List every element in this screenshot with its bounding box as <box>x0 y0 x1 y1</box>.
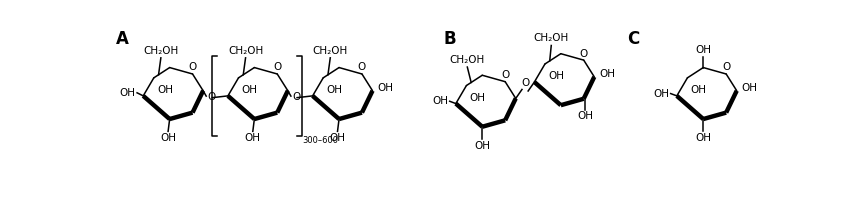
Text: O: O <box>521 78 529 88</box>
Text: OH: OH <box>330 133 345 143</box>
Text: OH: OH <box>696 45 711 55</box>
Text: OH: OH <box>119 88 135 98</box>
Text: OH: OH <box>157 85 173 95</box>
Text: CH₂OH: CH₂OH <box>228 46 263 56</box>
Text: O: O <box>580 49 588 59</box>
Text: OH: OH <box>690 85 707 95</box>
Text: A: A <box>117 30 129 48</box>
Text: O: O <box>293 92 300 102</box>
Text: O: O <box>501 70 509 80</box>
Text: O: O <box>188 62 197 72</box>
Text: OH: OH <box>741 83 758 93</box>
Text: O: O <box>273 62 281 72</box>
Text: OH: OH <box>432 96 448 106</box>
Text: OH: OH <box>377 83 394 93</box>
Text: CH₂OH: CH₂OH <box>143 46 179 56</box>
Text: OH: OH <box>326 85 343 95</box>
Text: 300–600: 300–600 <box>302 136 338 145</box>
Text: OH: OH <box>469 93 486 103</box>
Text: OH: OH <box>653 89 669 99</box>
Text: O: O <box>722 62 730 72</box>
Text: CH₂OH: CH₂OH <box>312 46 348 56</box>
Text: CH₂OH: CH₂OH <box>450 55 485 65</box>
Text: OH: OH <box>577 111 593 121</box>
Text: OH: OH <box>599 69 615 79</box>
Text: C: C <box>627 30 639 48</box>
Text: B: B <box>444 30 456 48</box>
Text: O: O <box>208 92 216 102</box>
Text: CH₂OH: CH₂OH <box>533 33 569 43</box>
Text: OH: OH <box>161 133 176 143</box>
Text: OH: OH <box>475 141 490 151</box>
Text: OH: OH <box>242 85 258 95</box>
Text: O: O <box>358 62 366 72</box>
Text: OH: OH <box>696 133 711 143</box>
Text: OH: OH <box>245 133 261 143</box>
Text: OH: OH <box>548 71 564 81</box>
